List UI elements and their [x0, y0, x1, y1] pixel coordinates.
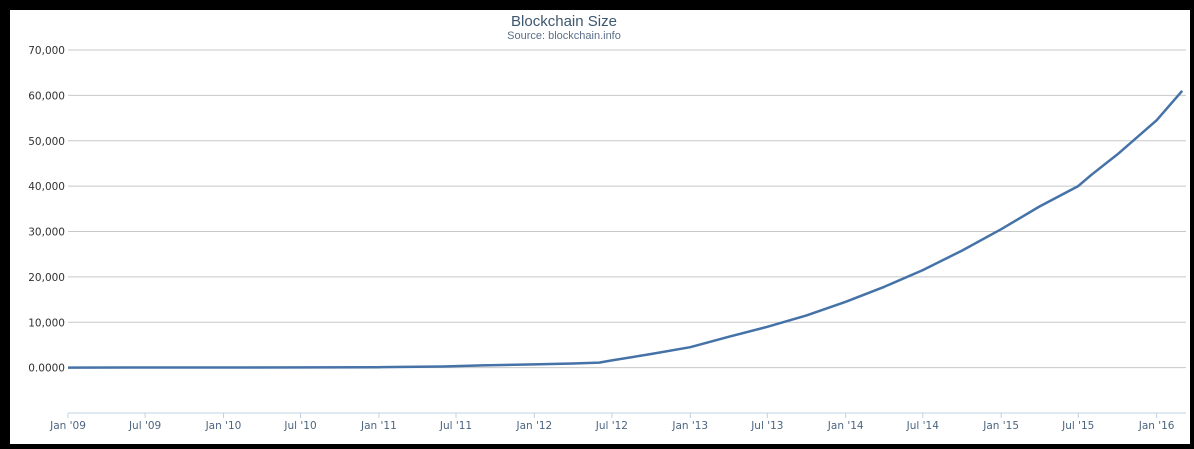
chart-subtitle: Source: blockchain.info — [507, 30, 621, 42]
chart-svg: Blockchain Size Source: blockchain.info … — [28, 13, 1186, 432]
x-tick-label: Jul '14 — [906, 420, 940, 432]
x-tick-label: Jan '13 — [671, 420, 708, 432]
x-tick-label: Jul '11 — [439, 420, 472, 432]
y-tick-label: 50,000 — [28, 136, 65, 148]
x-tick-label: Jan '16 — [1138, 420, 1175, 432]
y-tick-label: 70,000 — [28, 45, 65, 57]
x-tick-label: Jan '14 — [827, 420, 864, 432]
x-tick-label: Jul '10 — [283, 420, 316, 432]
x-tick-label: Jan '09 — [49, 420, 86, 432]
series-line-blockchain-size — [67, 89, 1184, 369]
x-tick-label: Jul '13 — [750, 420, 783, 432]
x-tick-label: Jan '10 — [205, 420, 242, 432]
y-tick-label: 30,000 — [28, 227, 65, 239]
x-tick-label: Jul '12 — [595, 420, 628, 432]
x-axis: Jan '09 Jul '09 Jan '10 Jul '10 Jan '11 Jul '… — [49, 412, 1186, 432]
y-tick-label: 40,000 — [28, 181, 65, 193]
y-tick-label: 0.0000 — [28, 363, 65, 375]
chart-frame: Blockchain Size Source: blockchain.info … — [10, 10, 1190, 444]
y-tick-label: 10,000 — [28, 317, 65, 329]
x-tick-label: Jan '15 — [982, 420, 1019, 432]
chart-title: Blockchain Size — [511, 13, 617, 30]
x-tick-label: Jan '12 — [515, 420, 552, 432]
series-layer — [67, 89, 1184, 369]
x-tick-label: Jul '15 — [1061, 420, 1094, 432]
y-tick-label: 60,000 — [28, 90, 65, 102]
x-tick-label: Jul '09 — [128, 420, 161, 432]
x-tick-label: Jan '11 — [360, 420, 397, 432]
y-tick-label: 20,000 — [28, 272, 65, 284]
grid-layer: 0.0000 10,000 20,000 30,000 40,000 50,000 60,0… — [28, 45, 1186, 375]
